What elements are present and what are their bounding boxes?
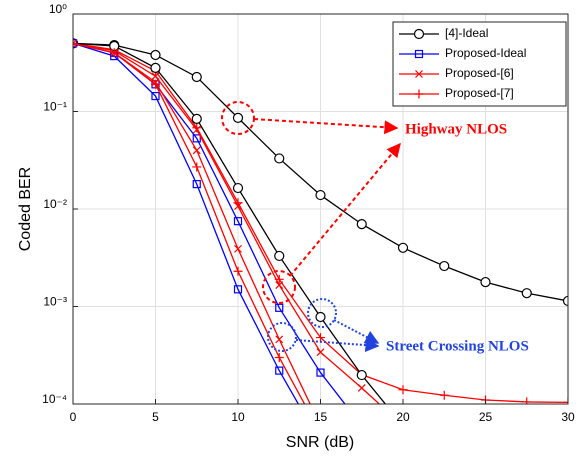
legend-label: Proposed-[7] xyxy=(445,86,514,100)
legend-label: Proposed-Ideal xyxy=(445,46,526,60)
legend-label: [4]-Ideal xyxy=(445,26,488,40)
annotation: Street Crossing NLOS xyxy=(386,338,529,354)
marker xyxy=(357,384,366,392)
marker xyxy=(274,274,284,284)
marker xyxy=(274,250,285,262)
marker xyxy=(480,276,491,288)
x-tick-label: 0 xyxy=(70,410,77,424)
marker xyxy=(192,123,202,133)
marker xyxy=(522,397,532,404)
marker xyxy=(232,112,244,123)
marker xyxy=(316,333,325,343)
y-axis-label: Coded BER xyxy=(17,167,34,252)
marker xyxy=(232,182,244,194)
marker xyxy=(521,288,532,299)
marker xyxy=(233,217,243,226)
marker xyxy=(150,49,161,61)
marker xyxy=(233,266,243,276)
y-tick-label: 10⁰ xyxy=(49,2,67,16)
marker xyxy=(414,89,424,99)
marker xyxy=(397,242,409,253)
marker xyxy=(192,146,201,155)
marker xyxy=(414,49,424,59)
x-tick-label: 10 xyxy=(231,410,245,424)
legend-label: Proposed-[6] xyxy=(445,66,514,80)
marker xyxy=(151,91,160,101)
marker xyxy=(233,198,243,208)
marker xyxy=(275,366,284,375)
marker xyxy=(316,368,325,377)
marker xyxy=(192,162,202,172)
marker xyxy=(151,79,160,89)
marker xyxy=(439,260,450,272)
marker xyxy=(73,38,78,48)
y-tick-label: 10⁻⁴ xyxy=(42,392,67,406)
marker xyxy=(274,153,285,164)
marker xyxy=(109,48,119,58)
marker xyxy=(398,385,408,395)
y-tick-label: 10⁻¹ xyxy=(43,100,67,114)
x-tick-label: 5 xyxy=(152,410,159,424)
x-tick-label: 20 xyxy=(396,410,410,424)
marker xyxy=(358,422,365,429)
y-tick-label: 10⁻³ xyxy=(43,295,67,309)
marker xyxy=(150,62,161,74)
x-tick-label: 25 xyxy=(479,410,493,424)
marker xyxy=(191,71,202,83)
marker xyxy=(315,311,326,323)
annotation-shapes xyxy=(221,101,401,353)
marker xyxy=(73,39,77,48)
marker xyxy=(274,352,284,362)
marker xyxy=(562,295,568,307)
x-tick-label: 15 xyxy=(314,410,328,424)
marker xyxy=(275,335,284,344)
marker xyxy=(234,244,242,253)
marker xyxy=(233,285,243,294)
marker xyxy=(191,113,202,124)
marker xyxy=(275,303,284,312)
marker xyxy=(413,28,425,40)
marker xyxy=(563,397,568,404)
x-tick-label: 30 xyxy=(561,410,575,424)
x-axis-label: SNR (dB) xyxy=(286,434,354,451)
marker xyxy=(192,180,201,189)
marker xyxy=(315,189,326,201)
marker xyxy=(316,348,325,357)
marker xyxy=(356,219,367,230)
marker xyxy=(356,369,367,381)
marker xyxy=(415,70,423,78)
y-tick-label: 10⁻² xyxy=(43,197,67,211)
marker xyxy=(439,390,449,400)
annotation: Highway NLOS xyxy=(405,121,507,137)
marker xyxy=(192,134,201,143)
